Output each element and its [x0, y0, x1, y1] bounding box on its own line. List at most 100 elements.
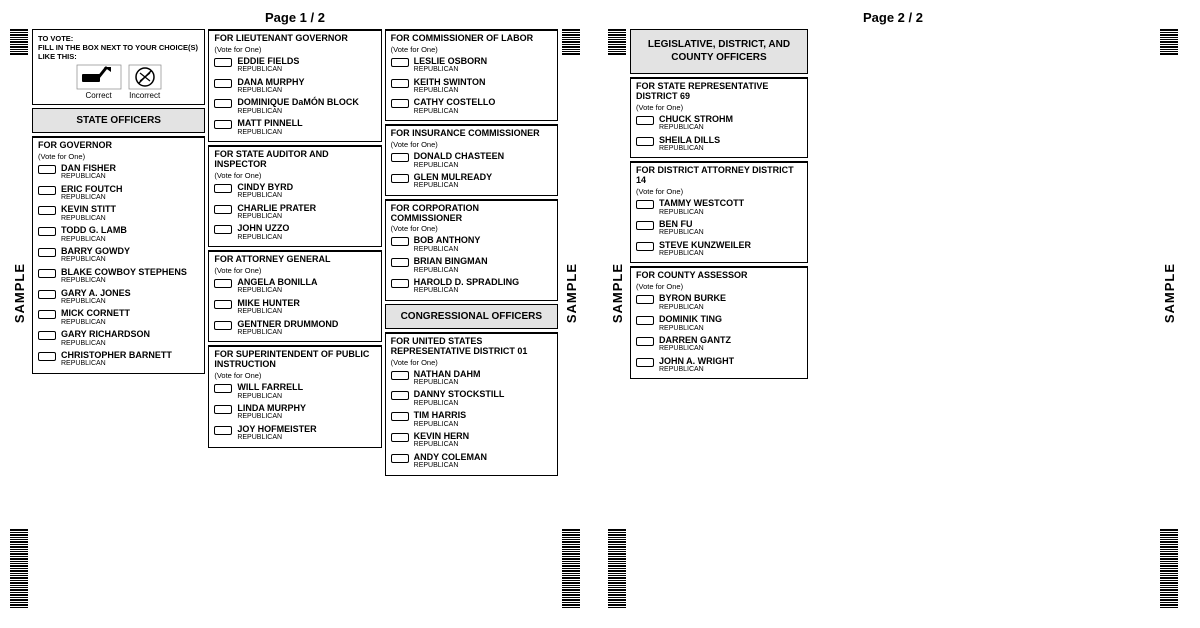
candidate-row[interactable]: DOMINIK TINGREPUBLICAN: [636, 315, 802, 332]
ballot-oval-icon[interactable]: [636, 358, 654, 367]
candidate-row[interactable]: BARRY GOWDYREPUBLICAN: [38, 247, 199, 264]
ballot-oval-icon[interactable]: [636, 295, 654, 304]
candidate-row[interactable]: DONALD CHASTEENREPUBLICAN: [391, 152, 552, 169]
candidate-row[interactable]: TIM HARRISREPUBLICAN: [391, 411, 552, 428]
ballot-oval-icon[interactable]: [214, 99, 232, 108]
candidate-row[interactable]: NATHAN DAHMREPUBLICAN: [391, 370, 552, 387]
candidate-name: NATHAN DAHM: [414, 370, 481, 379]
ballot-oval-icon[interactable]: [214, 120, 232, 129]
ballot-oval-icon[interactable]: [38, 206, 56, 215]
candidate-row[interactable]: STEVE KUNZWEILERREPUBLICAN: [636, 241, 802, 258]
candidate-row[interactable]: BEN FUREPUBLICAN: [636, 220, 802, 237]
candidate-row[interactable]: DOMINIQUE DaMÓN BLOCKREPUBLICAN: [214, 98, 375, 115]
candidate-row[interactable]: SHEILA DILLSREPUBLICAN: [636, 136, 802, 153]
ballot-oval-icon[interactable]: [214, 184, 232, 193]
ballot-oval-icon[interactable]: [38, 269, 56, 278]
candidate-row[interactable]: JOY HOFMEISTERREPUBLICAN: [214, 425, 375, 442]
col-2-1: LEGISLATIVE, DISTRICT, AND COUNTY OFFICE…: [630, 29, 808, 379]
candidate-row[interactable]: KEVIN STITTREPUBLICAN: [38, 205, 199, 222]
ballot-oval-icon[interactable]: [636, 316, 654, 325]
candidate-row[interactable]: GENTNER DRUMMONDREPUBLICAN: [214, 320, 375, 337]
ballot-oval-icon[interactable]: [391, 371, 409, 380]
barcode-icon: [562, 29, 580, 57]
candidate-row[interactable]: MICK CORNETTREPUBLICAN: [38, 309, 199, 326]
ballot-oval-icon[interactable]: [636, 221, 654, 230]
ballot-oval-icon[interactable]: [214, 79, 232, 88]
candidate-row[interactable]: ANGELA BONILLAREPUBLICAN: [214, 278, 375, 295]
candidate-text: TIM HARRISREPUBLICAN: [414, 411, 467, 428]
ballot-oval-icon[interactable]: [214, 279, 232, 288]
candidate-row[interactable]: LESLIE OSBORNREPUBLICAN: [391, 57, 552, 74]
candidate-row[interactable]: MIKE HUNTERREPUBLICAN: [214, 299, 375, 316]
ballot-oval-icon[interactable]: [391, 454, 409, 463]
ballot-oval-icon[interactable]: [636, 242, 654, 251]
candidate-row[interactable]: GARY A. JONESREPUBLICAN: [38, 289, 199, 306]
ballot-oval-icon[interactable]: [391, 258, 409, 267]
candidate-row[interactable]: HAROLD D. SPRADLINGREPUBLICAN: [391, 278, 552, 295]
candidate-row[interactable]: CHRISTOPHER BARNETTREPUBLICAN: [38, 351, 199, 368]
ballot-oval-icon[interactable]: [391, 174, 409, 183]
candidate-row[interactable]: CINDY BYRDREPUBLICAN: [214, 183, 375, 200]
barcode-icon: [1160, 29, 1178, 57]
candidate-row[interactable]: DANNY STOCKSTILLREPUBLICAN: [391, 390, 552, 407]
ballot-oval-icon[interactable]: [214, 225, 232, 234]
ballot-oval-icon[interactable]: [214, 426, 232, 435]
candidate-row[interactable]: WILL FARRELLREPUBLICAN: [214, 383, 375, 400]
candidate-row[interactable]: BYRON BURKEREPUBLICAN: [636, 294, 802, 311]
candidate-row[interactable]: BRIAN BINGMANREPUBLICAN: [391, 257, 552, 274]
ballot-oval-icon[interactable]: [38, 227, 56, 236]
ballot-oval-icon[interactable]: [38, 310, 56, 319]
candidate-row[interactable]: EDDIE FIELDSREPUBLICAN: [214, 57, 375, 74]
candidate-row[interactable]: CHARLIE PRATERREPUBLICAN: [214, 204, 375, 221]
candidate-row[interactable]: KEVIN HERNREPUBLICAN: [391, 432, 552, 449]
ballot-oval-icon[interactable]: [38, 290, 56, 299]
ballot-oval-icon[interactable]: [391, 279, 409, 288]
candidate-row[interactable]: DARREN GANTZREPUBLICAN: [636, 336, 802, 353]
candidate-name: BLAKE COWBOY STEPHENS: [61, 268, 187, 277]
ballot-oval-icon[interactable]: [38, 331, 56, 340]
ballot-oval-icon[interactable]: [214, 405, 232, 414]
candidate-row[interactable]: JOHN A. WRIGHTREPUBLICAN: [636, 357, 802, 374]
ballot-oval-icon[interactable]: [214, 384, 232, 393]
candidate-row[interactable]: DANA MURPHYREPUBLICAN: [214, 78, 375, 95]
candidate-row[interactable]: GLEN MULREADYREPUBLICAN: [391, 173, 552, 190]
candidate-row[interactable]: KEITH SWINTONREPUBLICAN: [391, 78, 552, 95]
ballot-oval-icon[interactable]: [636, 116, 654, 125]
incorrect-label: Incorrect: [129, 91, 160, 100]
candidate-row[interactable]: ANDY COLEMANREPUBLICAN: [391, 453, 552, 470]
candidate-row[interactable]: CATHY COSTELLOREPUBLICAN: [391, 98, 552, 115]
candidate-row[interactable]: LINDA MURPHYREPUBLICAN: [214, 404, 375, 421]
candidate-row[interactable]: BLAKE COWBOY STEPHENSREPUBLICAN: [38, 268, 199, 285]
candidate-row[interactable]: BOB ANTHONYREPUBLICAN: [391, 236, 552, 253]
ballot-oval-icon[interactable]: [636, 200, 654, 209]
candidate-row[interactable]: DAN FISHERREPUBLICAN: [38, 164, 199, 181]
ballot-oval-icon[interactable]: [391, 237, 409, 246]
candidate-row[interactable]: TODD G. LAMBREPUBLICAN: [38, 226, 199, 243]
ballot-oval-icon[interactable]: [38, 186, 56, 195]
candidate-name: KEITH SWINTON: [414, 78, 486, 87]
candidate-row[interactable]: JOHN UZZOREPUBLICAN: [214, 224, 375, 241]
ballot-oval-icon[interactable]: [391, 391, 409, 400]
demo-correct: Correct: [76, 64, 122, 100]
ballot-oval-icon[interactable]: [391, 433, 409, 442]
ballot-oval-icon[interactable]: [214, 58, 232, 67]
ballot-oval-icon[interactable]: [391, 99, 409, 108]
ballot-oval-icon[interactable]: [391, 412, 409, 421]
ballot-oval-icon[interactable]: [636, 137, 654, 146]
ballot-oval-icon[interactable]: [391, 58, 409, 67]
ballot-oval-icon[interactable]: [214, 321, 232, 330]
ballot-oval-icon[interactable]: [636, 337, 654, 346]
ballot-oval-icon[interactable]: [38, 165, 56, 174]
candidate-row[interactable]: CHUCK STROHMREPUBLICAN: [636, 115, 802, 132]
ballot-oval-icon[interactable]: [38, 248, 56, 257]
ballot-oval-icon[interactable]: [391, 153, 409, 162]
ballot-oval-icon[interactable]: [214, 205, 232, 214]
candidate-row[interactable]: MATT PINNELLREPUBLICAN: [214, 119, 375, 136]
candidate-row[interactable]: ERIC FOUTCHREPUBLICAN: [38, 185, 199, 202]
ballot-oval-icon[interactable]: [38, 352, 56, 361]
candidate-name: TIM HARRIS: [414, 411, 467, 420]
candidate-row[interactable]: TAMMY WESTCOTTREPUBLICAN: [636, 199, 802, 216]
ballot-oval-icon[interactable]: [214, 300, 232, 309]
candidate-row[interactable]: GARY RICHARDSONREPUBLICAN: [38, 330, 199, 347]
ballot-oval-icon[interactable]: [391, 79, 409, 88]
